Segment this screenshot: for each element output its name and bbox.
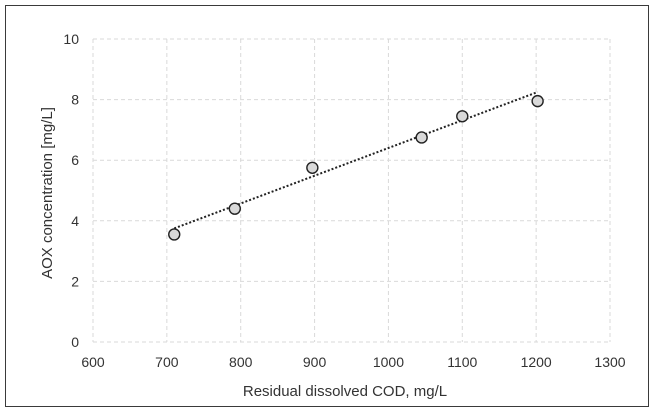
- x-tick-label: 1000: [373, 354, 404, 370]
- data-point: [228, 202, 242, 215]
- y-tick-label: 6: [71, 152, 79, 168]
- x-tick-label: 700: [155, 354, 179, 370]
- y-tick-label: 10: [63, 31, 79, 47]
- x-tick-label: 900: [303, 354, 327, 370]
- data-point: [531, 94, 544, 108]
- y-tick-label: 4: [71, 213, 79, 229]
- data-point: [456, 110, 469, 123]
- data-points: [168, 94, 544, 241]
- y-tick-labels: 0 2 4 6 8 10: [63, 31, 79, 350]
- data-point: [168, 228, 181, 241]
- y-tick-label: 2: [71, 273, 79, 289]
- data-point: [415, 131, 428, 144]
- x-tick-label: 600: [81, 354, 105, 370]
- x-tick-label: 1200: [521, 354, 552, 370]
- y-axis-title: AOX concentration [mg/L]: [39, 107, 56, 279]
- y-tick-label: 0: [71, 334, 79, 350]
- x-tick-label: 1300: [594, 354, 625, 370]
- x-tick-label: 800: [229, 354, 253, 370]
- data-point: [306, 161, 319, 174]
- x-tick-label: 1100: [447, 354, 477, 370]
- chart-frame: [5, 5, 649, 407]
- x-tick-labels: 600 700 800 900 1000 1100 1200 1300: [81, 354, 625, 370]
- grid-lines: [92, 38, 611, 343]
- y-tick-label: 8: [71, 92, 79, 108]
- x-axis-title: Residual dissolved COD, mg/L: [243, 383, 447, 400]
